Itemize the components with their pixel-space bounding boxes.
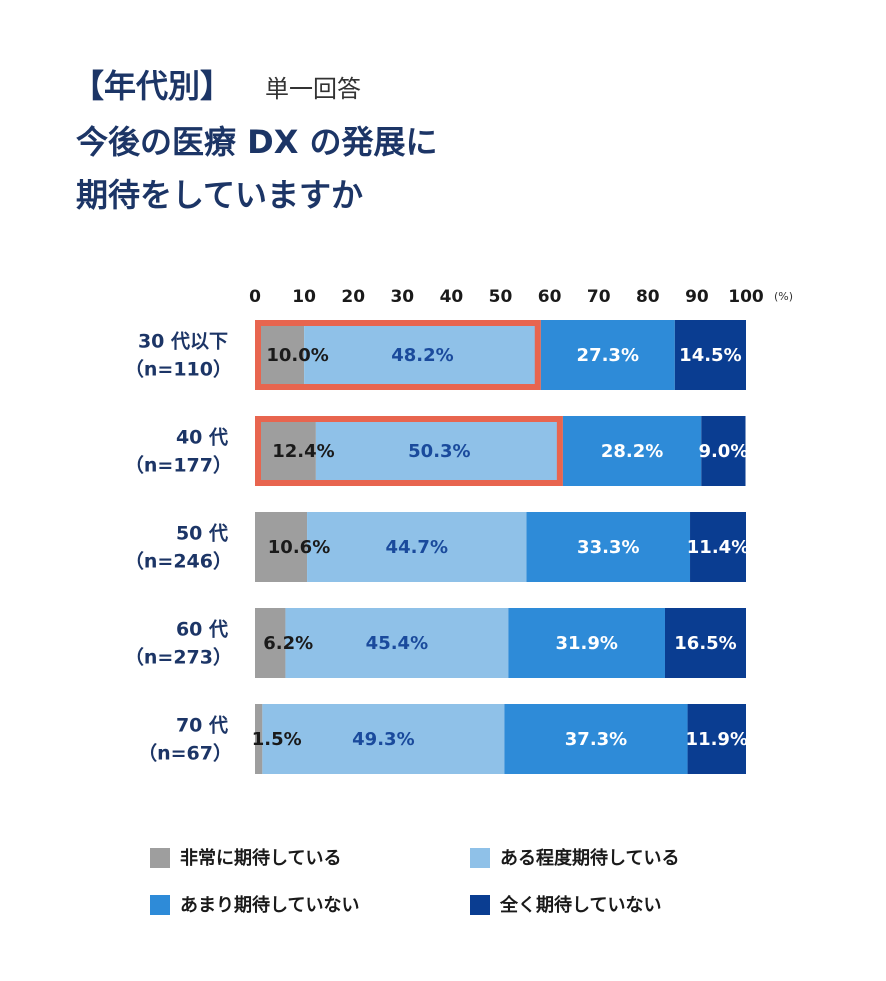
legend-swatch	[470, 848, 490, 868]
value-label: 12.4%	[272, 441, 334, 462]
value-label: 16.5%	[674, 633, 736, 654]
legend-label: 全く期待していない	[499, 894, 661, 916]
value-label: 9.0%	[698, 441, 748, 462]
title-line: 期待をしていますか	[76, 176, 363, 214]
x-unit: (%)	[774, 290, 793, 303]
bar-segment	[562, 416, 702, 486]
x-tick-label: 70	[587, 287, 611, 307]
bar-segment	[701, 416, 746, 486]
subtitle: 単一回答	[265, 75, 361, 103]
value-label: 6.2%	[263, 633, 313, 654]
value-label: 49.3%	[352, 729, 414, 750]
bar-segment	[304, 320, 541, 390]
value-label: 10.6%	[268, 537, 330, 558]
value-label: 50.3%	[408, 441, 470, 462]
n-label: （n=110）	[125, 358, 232, 381]
bar-segment	[508, 608, 665, 678]
legend-label: 非常に期待している	[180, 847, 341, 869]
category-label: 60 代	[176, 619, 228, 641]
bar-segment	[255, 512, 308, 582]
category-label: 30 代以下	[138, 331, 228, 353]
x-tick-label: 0	[249, 287, 261, 307]
value-label: 31.9%	[555, 633, 617, 654]
bar-segment	[504, 704, 688, 774]
x-tick-label: 10	[292, 287, 316, 307]
bar-segment	[687, 704, 746, 774]
x-tick-label: 80	[636, 287, 660, 307]
value-label: 48.2%	[391, 345, 453, 366]
value-label: 44.7%	[386, 537, 448, 558]
x-tick-label: 60	[538, 287, 562, 307]
value-label: 28.2%	[601, 441, 663, 462]
value-label: 27.3%	[577, 345, 639, 366]
value-label: 37.3%	[565, 729, 627, 750]
title-line: 今後の医療 DX の発展に	[76, 123, 438, 161]
legend-label: あまり期待していない	[180, 894, 359, 916]
bar-segment	[674, 320, 746, 390]
n-label: （n=246）	[125, 550, 232, 573]
x-tick-label: 100	[728, 287, 764, 307]
n-label: （n=177）	[125, 454, 232, 477]
bar-segment	[285, 608, 509, 678]
x-tick-label: 90	[685, 287, 709, 307]
legend-swatch	[150, 895, 170, 915]
bar-segment	[540, 320, 675, 390]
bar-segment	[664, 608, 746, 678]
value-label: 11.4%	[687, 537, 749, 558]
value-label: 10.0%	[266, 345, 328, 366]
x-tick-label: 20	[341, 287, 365, 307]
n-label: （n=273）	[125, 646, 232, 669]
value-label: 45.4%	[366, 633, 428, 654]
bar-segment	[307, 512, 527, 582]
value-label: 33.3%	[577, 537, 639, 558]
bar-segment	[315, 416, 563, 486]
x-tick-label: 50	[489, 287, 513, 307]
bar-segment	[255, 320, 305, 390]
legend-swatch	[470, 895, 490, 915]
highlight-box	[255, 416, 563, 486]
value-label: 1.5%	[252, 729, 302, 750]
highlight-box	[255, 320, 541, 390]
category-label: 40 代	[176, 427, 228, 449]
legend-label: ある程度期待している	[500, 847, 679, 869]
category-label: 70 代	[176, 715, 228, 737]
bar-segment	[526, 512, 691, 582]
category-label: 50 代	[176, 523, 228, 545]
x-tick-label: 30	[390, 287, 414, 307]
bar-segment	[255, 704, 263, 774]
bar-segment	[690, 512, 746, 582]
bar-segment	[255, 416, 316, 486]
bar-segment	[262, 704, 505, 774]
n-label: （n=67）	[138, 742, 232, 765]
legend-swatch	[150, 848, 170, 868]
value-label: 11.9%	[686, 729, 748, 750]
bar-segment	[255, 608, 286, 678]
value-label: 14.5%	[679, 345, 741, 366]
x-tick-label: 40	[440, 287, 464, 307]
title-tag: 【年代別】	[72, 67, 232, 105]
